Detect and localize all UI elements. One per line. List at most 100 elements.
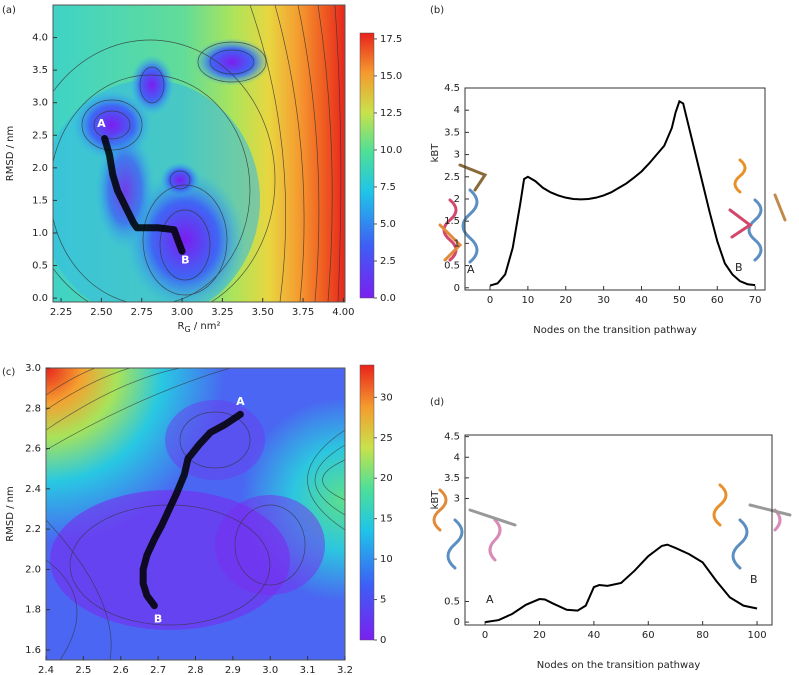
y-tick-label: 1.6 xyxy=(25,645,41,656)
y-tick-label: 0 xyxy=(454,283,460,294)
y-tick-label: 4.5 xyxy=(444,432,460,443)
y-axis-label: kBT xyxy=(430,490,441,510)
y-tick-label: 3.0 xyxy=(32,98,48,109)
x-tick-label: 20 xyxy=(533,630,546,641)
x-tick-label: 2.7 xyxy=(150,665,166,675)
panel-label: (c) xyxy=(2,367,15,378)
colorbar-tick-label: 10 xyxy=(380,554,393,565)
x-tick-label: 2.5 xyxy=(75,665,91,675)
x-axis-label: Nodes on the transition pathway xyxy=(533,325,697,336)
x-tick-label: 70 xyxy=(749,295,762,306)
x-tick-label: 3.25 xyxy=(211,307,233,318)
colorbar-tick-label: 12.5 xyxy=(380,108,402,119)
y-tick-label: 1.8 xyxy=(25,605,41,616)
y-tick-label: 3.5 xyxy=(32,65,48,76)
x-tick-label: 2.4 xyxy=(38,665,54,675)
plot-frame xyxy=(464,434,773,626)
x-axis-label: RG / nm² xyxy=(178,321,221,334)
y-axis-label: RMSD / nm xyxy=(5,486,16,541)
y-tick-label: 0.5 xyxy=(444,597,460,608)
colorbar-tick-label: 15 xyxy=(380,514,393,525)
y-tick-label: 2.8 xyxy=(25,403,41,414)
colorbar-tick-label: 15.0 xyxy=(380,71,402,82)
colorbar-tick-label: 7.5 xyxy=(380,182,396,193)
x-tick-label: 80 xyxy=(696,630,709,641)
y-tick-label: 1.5 xyxy=(32,195,48,206)
y-tick-label: 0.5 xyxy=(32,261,48,272)
y-tick-label: 1.0 xyxy=(32,228,48,239)
point-label: B xyxy=(154,613,162,626)
x-tick-label: 2.75 xyxy=(131,307,153,318)
panel-label: (b) xyxy=(430,5,444,16)
x-tick-label: 100 xyxy=(747,630,766,641)
state-label: A xyxy=(486,593,494,606)
y-tick-label: 4 xyxy=(454,105,460,116)
panel-label: (d) xyxy=(430,397,444,408)
x-tick-label: 2.50 xyxy=(90,307,112,318)
energy-curve xyxy=(489,99,756,287)
transition-path xyxy=(139,410,244,610)
x-tick-label: 0 xyxy=(487,295,493,306)
x-tick-label: 10 xyxy=(522,295,535,306)
x-tick-label: 40 xyxy=(635,295,648,306)
x-tick-label: 4.00 xyxy=(332,307,354,318)
x-tick-label: 3.0 xyxy=(262,665,278,675)
y-tick-label: 2.5 xyxy=(32,130,48,141)
y-tick-label: 2 xyxy=(454,194,460,205)
x-tick-label: 2.8 xyxy=(188,665,204,675)
state-label: A xyxy=(467,263,475,276)
colorbar-tick-label: 10.0 xyxy=(380,145,402,156)
y-tick-label: 1 xyxy=(454,238,460,249)
molecule-illustration xyxy=(432,158,792,570)
y-tick-label: 2.2 xyxy=(25,524,41,535)
y-tick-label: 3 xyxy=(454,150,460,161)
x-tick-label: 20 xyxy=(559,295,572,306)
point-label: B xyxy=(181,253,189,266)
x-tick-label: 60 xyxy=(642,630,655,641)
panel-label: (a) xyxy=(2,5,16,16)
colorbar xyxy=(359,364,375,641)
x-tick-label: 40 xyxy=(588,630,601,641)
colorbar-tick-label: 5 xyxy=(380,595,386,606)
energy-surface xyxy=(53,5,345,302)
x-axis-label: Nodes on the transition pathway xyxy=(537,660,701,671)
colorbar-tick-label: 30 xyxy=(380,392,393,403)
y-axis-label: kBT xyxy=(430,143,441,163)
y-tick-label: 0.5 xyxy=(444,261,460,272)
y-tick-label: 3 xyxy=(454,493,460,504)
x-tick-label: 2.25 xyxy=(50,307,72,318)
point-label: A xyxy=(236,395,245,408)
y-tick-label: 3.0 xyxy=(25,363,41,374)
y-tick-label: 4 xyxy=(454,452,460,463)
plot-frame xyxy=(464,87,766,291)
state-label: B xyxy=(750,573,758,586)
y-tick-label: 2.5 xyxy=(444,172,460,183)
y-axis-label: RMSD / nm xyxy=(5,126,16,181)
energy-curve xyxy=(484,543,758,624)
colorbar-tick-label: 5.0 xyxy=(380,219,396,230)
plot-frame xyxy=(52,4,346,303)
colorbar-tick-label: 2.5 xyxy=(380,256,396,267)
colorbar xyxy=(359,32,375,299)
y-tick-label: 2.4 xyxy=(25,484,41,495)
x-tick-label: 3.2 xyxy=(337,665,353,675)
y-tick-label: 1.5 xyxy=(444,216,460,227)
x-tick-label: 3.50 xyxy=(252,307,274,318)
y-tick-label: 3.5 xyxy=(444,127,460,138)
colorbar-tick-label: 0 xyxy=(380,635,386,646)
x-tick-label: 3.00 xyxy=(171,307,193,318)
y-tick-label: 2.6 xyxy=(25,444,41,455)
y-tick-label: 2.0 xyxy=(25,564,41,575)
y-tick-label: 0 xyxy=(454,617,460,628)
point-label: A xyxy=(97,117,106,130)
state-label: B xyxy=(735,261,743,274)
y-tick-label: 4.0 xyxy=(32,33,48,44)
colorbar-tick-label: 17.5 xyxy=(380,34,402,45)
colorbar-tick-label: 0.0 xyxy=(380,293,396,304)
y-tick-label: 4.5 xyxy=(444,83,460,94)
x-tick-label: 60 xyxy=(711,295,724,306)
colorbar-tick-label: 20 xyxy=(380,473,393,484)
y-tick-label: 2.0 xyxy=(32,163,48,174)
x-tick-label: 0 xyxy=(482,630,488,641)
